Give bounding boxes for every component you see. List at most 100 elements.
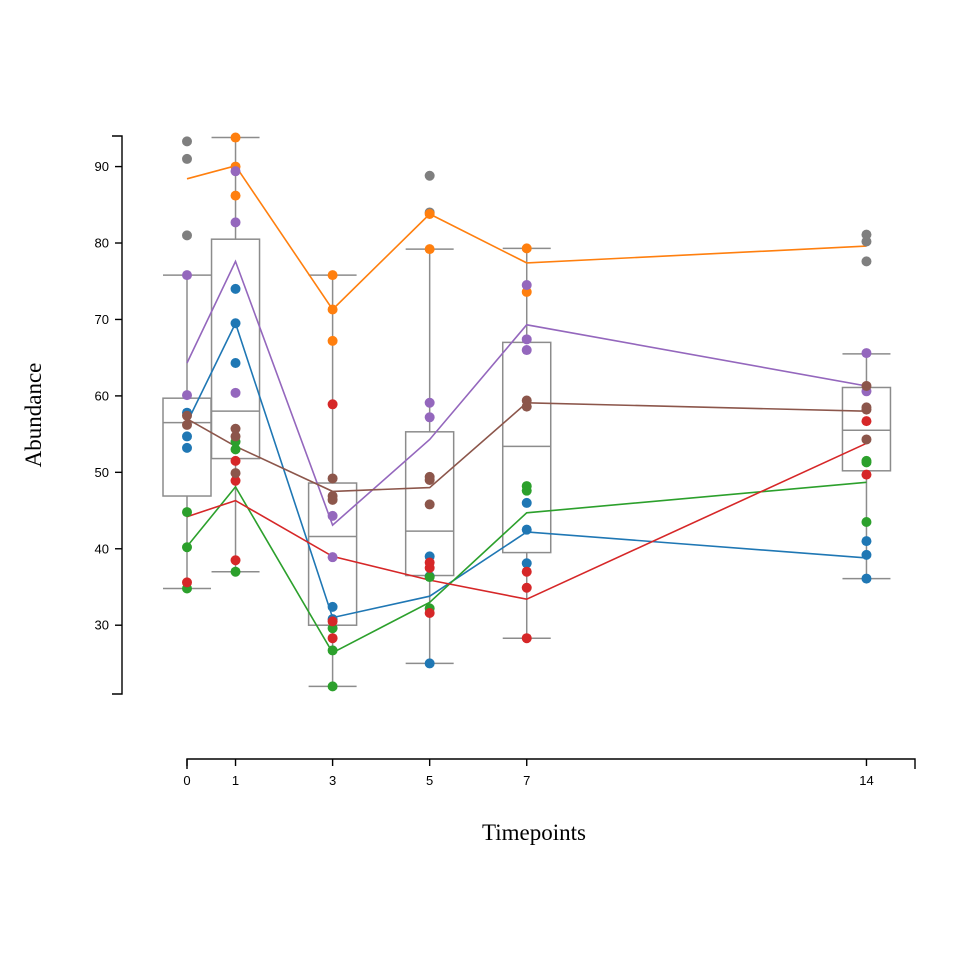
data-point-series-6 — [424, 499, 435, 510]
data-point-series-2 — [327, 270, 338, 281]
data-point-series-1 — [861, 573, 872, 584]
x-tick-label: 14 — [859, 773, 873, 788]
data-point-series-6 — [230, 468, 241, 479]
box-7 — [501, 247, 552, 639]
series-line-3 — [186, 481, 867, 654]
y-tick-label: 50 — [95, 465, 109, 480]
data-point-series-4 — [521, 633, 532, 644]
data-point-series-4 — [327, 633, 338, 644]
data-point-series-5 — [521, 345, 532, 356]
data-point-series-1 — [230, 318, 241, 329]
y-tick-label: 70 — [95, 312, 109, 327]
x-axis: 0 1 3 5 7 14 — [183, 758, 916, 788]
data-point-series-6 — [424, 471, 435, 482]
y-axis-line — [112, 135, 123, 695]
data-point-series-4 — [424, 557, 435, 568]
data-point-series-4 — [230, 475, 241, 486]
data-point-series-3 — [327, 623, 338, 634]
data-point-series-6 — [230, 423, 241, 434]
data-point-series-1 — [861, 536, 872, 547]
data-point-series-5 — [182, 270, 192, 281]
outlier-point — [861, 256, 872, 267]
y-axis-title: Abundance — [21, 363, 46, 468]
box-iqr — [501, 341, 552, 554]
data-point-series-5 — [327, 510, 338, 521]
x-tick-label: 1 — [232, 773, 239, 788]
data-point-series-1 — [327, 601, 338, 612]
data-point-series-3 — [424, 572, 435, 583]
data-point-series-5 — [182, 390, 192, 401]
data-point-series-5 — [230, 217, 241, 228]
data-point-series-2 — [424, 244, 435, 255]
data-point-series-2 — [327, 335, 338, 346]
y-tick-label: 90 — [95, 159, 109, 174]
outlier-point — [861, 236, 872, 247]
outlier-point — [424, 170, 435, 181]
data-point-series-4 — [861, 416, 872, 427]
outlier-point — [182, 136, 192, 147]
points-layer — [182, 132, 872, 692]
series-line-1 — [186, 321, 867, 619]
data-point-series-2 — [521, 243, 532, 254]
data-point-series-1 — [182, 431, 192, 442]
x-axis-line — [186, 758, 916, 769]
series-line-5 — [186, 259, 867, 527]
data-point-series-4 — [521, 566, 532, 577]
x-tick-label: 5 — [426, 773, 433, 788]
data-point-series-4 — [861, 469, 872, 480]
y-tick-label: 40 — [95, 541, 109, 556]
data-point-series-4 — [327, 616, 338, 627]
data-point-series-6 — [861, 380, 872, 391]
data-point-series-5 — [230, 387, 241, 398]
data-point-series-4 — [521, 582, 532, 593]
outlier-point — [861, 229, 872, 240]
data-point-series-5 — [521, 334, 532, 345]
data-point-series-1 — [424, 658, 435, 669]
data-point-series-6 — [861, 402, 872, 413]
data-point-series-6 — [861, 434, 872, 445]
data-point-series-4 — [230, 455, 241, 466]
data-point-series-3 — [327, 681, 338, 692]
data-point-series-5 — [424, 412, 435, 423]
series-lines-layer — [186, 164, 867, 654]
data-point-series-1 — [521, 497, 532, 508]
y-axis: 30 40 50 60 70 80 90 — [95, 135, 123, 695]
y-tick-label: 60 — [95, 388, 109, 403]
data-point-series-4 — [230, 555, 241, 566]
data-point-series-3 — [182, 542, 192, 553]
x-tick-label: 3 — [329, 773, 336, 788]
data-point-series-3 — [861, 517, 872, 528]
data-point-series-6 — [521, 395, 532, 406]
data-point-series-6 — [182, 410, 192, 421]
x-axis-title: Timepoints — [482, 820, 586, 845]
data-point-series-5 — [424, 397, 435, 408]
data-point-series-2 — [424, 208, 435, 219]
data-point-series-6 — [182, 419, 192, 430]
x-tick-label: 0 — [183, 773, 190, 788]
data-point-series-2 — [521, 286, 532, 297]
data-point-series-1 — [230, 358, 241, 369]
data-point-series-3 — [230, 444, 241, 455]
y-tick-label: 30 — [95, 618, 109, 633]
data-point-series-5 — [521, 280, 532, 291]
data-point-series-2 — [230, 132, 241, 143]
x-tick-label: 7 — [523, 773, 530, 788]
data-point-series-4 — [424, 607, 435, 618]
data-point-series-1 — [230, 283, 241, 294]
data-point-series-3 — [182, 507, 192, 518]
data-point-series-2 — [327, 304, 338, 315]
data-point-series-4 — [327, 399, 338, 410]
data-point-series-5 — [861, 348, 872, 359]
data-point-series-6 — [327, 473, 338, 484]
data-point-series-5 — [230, 166, 241, 177]
outlier-point — [182, 153, 192, 164]
data-point-series-1 — [182, 442, 192, 453]
y-tick-label: 80 — [95, 236, 109, 251]
series-line-6 — [186, 401, 867, 493]
data-point-series-1 — [861, 549, 872, 560]
outlier-point — [182, 230, 192, 241]
data-point-series-6 — [327, 491, 338, 502]
data-point-series-2 — [230, 190, 241, 201]
data-point-series-3 — [327, 645, 338, 656]
